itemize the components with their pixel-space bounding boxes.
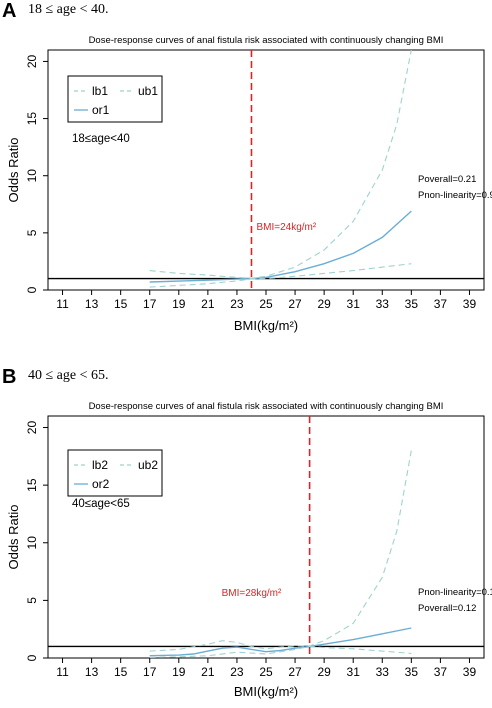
y-tick-label: 15 <box>25 112 39 126</box>
x-tick-label: 31 <box>347 297 361 311</box>
x-tick-label: 33 <box>376 665 390 679</box>
bmi-marker-label: BMI=24kg/m² <box>256 222 316 233</box>
x-tick-label: 23 <box>230 665 244 679</box>
x-tick-label: 33 <box>376 297 390 311</box>
p-value-annotation: Poverall=0.12 <box>418 603 476 614</box>
legend-label: or2 <box>92 477 110 491</box>
dose-response-chart-b: Dose-response curves of anal fistula ris… <box>6 401 492 699</box>
y-tick-label: 20 <box>25 421 39 435</box>
series-line-or1 <box>149 210 412 283</box>
x-tick-label: 25 <box>259 665 273 679</box>
age-group-label: 40≤age<65 <box>72 498 130 510</box>
y-tick-label: 10 <box>25 169 39 183</box>
x-tick-label: 17 <box>143 665 157 679</box>
legend-label: lb1 <box>92 84 108 98</box>
x-tick-label: 39 <box>463 665 477 679</box>
chart-title: Dose-response curves of anal fistula ris… <box>89 35 444 46</box>
dose-response-chart-a: Dose-response curves of anal fistula ris… <box>6 35 492 333</box>
x-tick-label: 27 <box>288 665 302 679</box>
x-tick-label: 37 <box>434 297 448 311</box>
y-tick-label: 5 <box>25 229 39 236</box>
legend-box <box>67 449 163 497</box>
legend-box <box>67 75 163 123</box>
panel-a: A 18 ≤ age < 40. Dose-response curves of… <box>2 0 492 333</box>
x-tick-label: 29 <box>317 297 331 311</box>
panel-caption: 18 ≤ age < 40. <box>28 2 109 17</box>
x-tick-label: 27 <box>288 297 302 311</box>
y-axis-label: Odds Ratio <box>6 504 21 569</box>
series-line-lb1 <box>149 263 412 288</box>
x-tick-label: 35 <box>405 665 419 679</box>
x-tick-label: 19 <box>172 665 186 679</box>
legend-label: ub2 <box>138 458 158 472</box>
x-tick-label: 23 <box>230 297 244 311</box>
y-tick-label: 0 <box>25 286 39 293</box>
x-tick-label: 29 <box>317 665 331 679</box>
series-line-ub1 <box>149 49 412 279</box>
p-value-annotation: Pnon-linearity=0.94 <box>418 190 492 201</box>
y-tick-label: 20 <box>25 54 39 68</box>
legend-label: lb2 <box>92 458 108 472</box>
x-tick-label: 25 <box>259 297 273 311</box>
panel-letter: A <box>2 0 17 22</box>
x-tick-label: 11 <box>56 665 69 679</box>
age-group-label: 18≤age<40 <box>72 133 130 145</box>
y-tick-label: 15 <box>25 478 39 492</box>
y-tick-label: 10 <box>25 536 39 550</box>
x-tick-label: 17 <box>143 297 157 311</box>
p-value-annotation: Poverall=0.21 <box>418 174 476 185</box>
x-tick-label: 37 <box>434 665 448 679</box>
x-tick-label: 15 <box>114 665 128 679</box>
x-tick-label: 21 <box>201 665 215 679</box>
x-tick-label: 13 <box>85 665 99 679</box>
y-tick-label: 5 <box>25 597 39 604</box>
y-tick-label: 0 <box>25 654 39 661</box>
series-line-ub2 <box>149 450 412 652</box>
x-tick-label: 35 <box>405 297 419 311</box>
chart-title: Dose-response curves of anal fistula ris… <box>89 401 444 412</box>
x-tick-label: 11 <box>56 297 69 311</box>
x-tick-label: 15 <box>114 297 128 311</box>
legend-label: ub1 <box>138 84 158 98</box>
legend-label: or1 <box>92 103 110 117</box>
x-tick-label: 21 <box>201 297 215 311</box>
panel-caption: 40 ≤ age < 65. <box>28 368 109 383</box>
x-tick-label: 31 <box>347 665 361 679</box>
y-axis-label: Odds Ratio <box>6 137 21 202</box>
x-tick-label: 19 <box>172 297 186 311</box>
panel-b: B 40 ≤ age < 65. Dose-response curves of… <box>0 366 492 708</box>
p-value-annotation: Pnon-linearity=0.11 <box>418 587 492 598</box>
series-line-lb2 <box>149 645 412 658</box>
bmi-marker-label: BMI=28kg/m² <box>222 588 282 599</box>
x-axis-label: BMI(kg/m²) <box>234 684 298 699</box>
panel-letter: B <box>2 366 17 388</box>
x-axis-label: BMI(kg/m²) <box>234 318 298 333</box>
x-tick-label: 13 <box>85 297 99 311</box>
x-tick-label: 39 <box>463 297 477 311</box>
series-line-or2 <box>149 627 412 657</box>
